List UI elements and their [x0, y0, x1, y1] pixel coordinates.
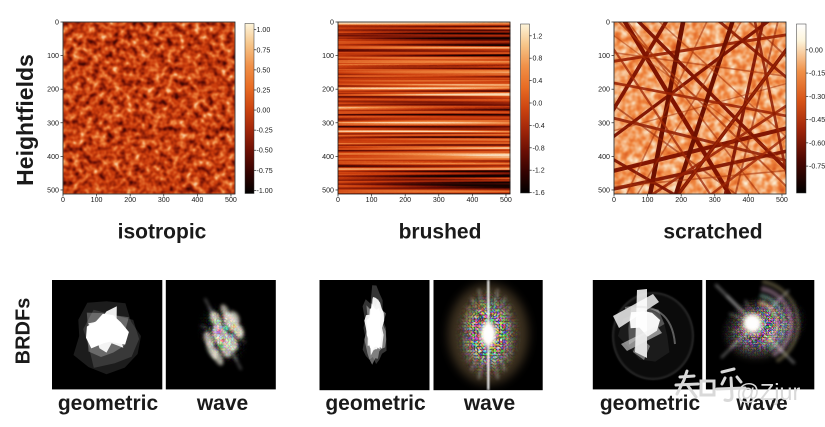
- svg-text:-1.00: -1.00: [257, 187, 273, 195]
- svg-text:0.00: 0.00: [257, 107, 271, 115]
- svg-text:wave: wave: [196, 392, 248, 415]
- svg-text:geometric: geometric: [600, 392, 701, 415]
- svg-text:-0.60: -0.60: [809, 139, 825, 147]
- svg-text:0: 0: [330, 19, 334, 27]
- svg-text:0.50: 0.50: [257, 66, 271, 74]
- svg-text:0: 0: [606, 19, 610, 27]
- svg-text:0.0: 0.0: [533, 100, 543, 108]
- svg-text:0: 0: [61, 196, 65, 204]
- svg-text:500: 500: [322, 186, 334, 194]
- svg-text:-0.25: -0.25: [257, 127, 273, 135]
- svg-text:wave: wave: [463, 392, 515, 415]
- svg-text:-0.50: -0.50: [257, 147, 273, 155]
- svg-text:100: 100: [91, 196, 103, 204]
- svg-text:Heightfields: Heightfields: [12, 54, 38, 186]
- svg-text:0: 0: [336, 196, 340, 204]
- svg-text:300: 300: [47, 119, 59, 127]
- svg-text:500: 500: [47, 186, 59, 194]
- svg-text:400: 400: [598, 153, 610, 161]
- svg-text:isotropic: isotropic: [118, 221, 207, 244]
- svg-text:0: 0: [55, 19, 59, 27]
- svg-text:400: 400: [47, 153, 59, 161]
- svg-text:-0.8: -0.8: [533, 144, 545, 152]
- svg-text:-0.15: -0.15: [809, 70, 825, 78]
- svg-text:300: 300: [158, 196, 170, 204]
- svg-text:-0.75: -0.75: [257, 167, 273, 175]
- svg-text:100: 100: [642, 196, 654, 204]
- svg-text:1.00: 1.00: [257, 26, 271, 34]
- svg-text:200: 200: [598, 86, 610, 94]
- svg-text:geometric: geometric: [325, 392, 426, 415]
- svg-text:-0.45: -0.45: [809, 116, 825, 124]
- svg-text:200: 200: [675, 196, 687, 204]
- svg-text:100: 100: [598, 52, 610, 60]
- svg-text:-1.2: -1.2: [533, 167, 545, 175]
- svg-text:1.2: 1.2: [533, 32, 543, 40]
- svg-text:-1.6: -1.6: [533, 189, 545, 197]
- svg-text:0.75: 0.75: [257, 46, 271, 54]
- svg-text:brushed: brushed: [399, 221, 482, 244]
- svg-text:0.00: 0.00: [809, 46, 823, 54]
- svg-text:scratched: scratched: [663, 221, 762, 244]
- svg-text:0.25: 0.25: [257, 86, 271, 94]
- svg-text:BRDFs: BRDFs: [12, 298, 34, 365]
- svg-text:0.8: 0.8: [533, 55, 543, 63]
- svg-text:200: 200: [47, 86, 59, 94]
- svg-text:200: 200: [322, 86, 334, 94]
- svg-text:0.4: 0.4: [533, 77, 543, 85]
- svg-text:wave: wave: [735, 392, 787, 415]
- svg-text:400: 400: [466, 196, 478, 204]
- svg-text:-0.75: -0.75: [809, 163, 825, 171]
- svg-text:200: 200: [399, 196, 411, 204]
- svg-text:@Zjur: @Zjur: [736, 379, 801, 405]
- svg-text:-0.4: -0.4: [533, 122, 545, 130]
- svg-text:500: 500: [776, 196, 788, 204]
- svg-text:200: 200: [124, 196, 136, 204]
- svg-text:-0.30: -0.30: [809, 93, 825, 101]
- svg-text:500: 500: [225, 196, 237, 204]
- svg-text:400: 400: [322, 153, 334, 161]
- svg-text:500: 500: [598, 186, 610, 194]
- svg-text:300: 300: [322, 119, 334, 127]
- svg-text:400: 400: [742, 196, 754, 204]
- svg-text:400: 400: [191, 196, 203, 204]
- svg-text:100: 100: [47, 52, 59, 60]
- svg-text:500: 500: [500, 196, 512, 204]
- svg-text:geometric: geometric: [58, 392, 159, 415]
- svg-text:300: 300: [709, 196, 721, 204]
- svg-text:300: 300: [598, 119, 610, 127]
- svg-text:100: 100: [322, 52, 334, 60]
- svg-text:300: 300: [433, 196, 445, 204]
- svg-text:0: 0: [612, 196, 616, 204]
- svg-text:100: 100: [366, 196, 378, 204]
